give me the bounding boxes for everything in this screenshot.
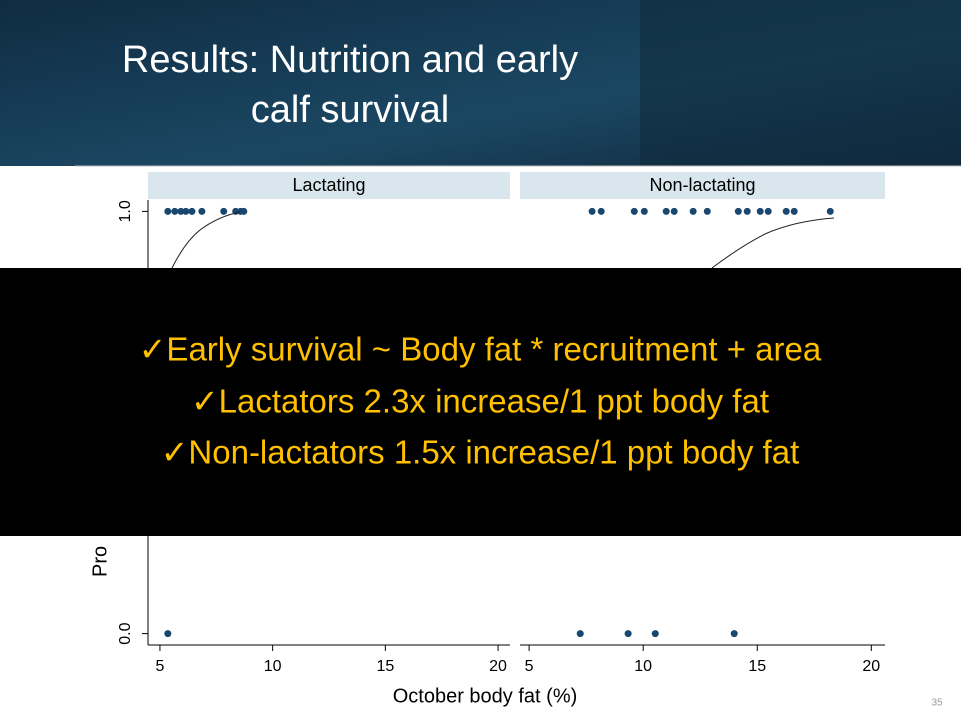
point — [790, 207, 798, 215]
point — [182, 207, 190, 215]
point — [576, 630, 584, 638]
x-tick-label: 5 — [525, 658, 534, 675]
point — [764, 207, 772, 215]
point — [198, 207, 206, 215]
x-tick-label: 20 — [862, 658, 880, 675]
point — [782, 207, 790, 215]
x-tick-label: 10 — [634, 658, 652, 675]
point — [164, 207, 172, 215]
point — [689, 207, 697, 215]
fit-curve — [171, 211, 241, 269]
overlay — [0, 268, 961, 536]
point — [743, 207, 751, 215]
x-tick-label: 5 — [155, 658, 164, 675]
point — [177, 207, 185, 215]
overlay-line: ✓Lactators 2.3x increase/1 ppt body fat — [191, 383, 769, 420]
point — [651, 630, 659, 638]
point — [630, 207, 638, 215]
point — [670, 207, 678, 215]
fit-curve — [711, 217, 835, 269]
charts: Lactating 5 10 15 20 0.0 1.0 Pro Non-lactating 5 1… — [89, 172, 885, 675]
title-line: calf survival — [251, 89, 450, 131]
slide-number: 35 — [931, 698, 943, 709]
strip-label: Non-lactating — [649, 175, 755, 195]
x-tick-label: 20 — [489, 658, 507, 675]
overlay-line: ✓Early survival ~ Body fat * recruitment… — [139, 331, 822, 368]
point — [164, 630, 172, 638]
x-tick-label: 15 — [748, 658, 766, 675]
x-tick-label: 15 — [376, 658, 394, 675]
point — [730, 630, 738, 638]
point — [220, 207, 228, 215]
point — [624, 630, 632, 638]
point — [588, 207, 596, 215]
x-tick-label: 10 — [264, 658, 282, 675]
y-axis-label: Pro — [89, 546, 111, 577]
point — [703, 207, 711, 215]
strip-label: Lactating — [292, 175, 365, 195]
point — [662, 207, 670, 215]
overlay-line: ✓Non-lactators 1.5x increase/1 ppt body … — [161, 434, 800, 471]
x-axis-label: October body fat (%) — [393, 685, 578, 707]
strip — [520, 172, 885, 199]
point — [171, 207, 179, 215]
point — [756, 207, 764, 215]
title-line: Results: Nutrition and early — [122, 39, 578, 81]
header-panel — [640, 0, 961, 166]
point — [597, 207, 605, 215]
point — [826, 207, 834, 215]
point — [188, 207, 196, 215]
y-tick-label: 1.0 — [117, 200, 134, 222]
strip — [148, 172, 510, 199]
point — [734, 207, 742, 215]
point — [640, 207, 648, 215]
point — [240, 207, 248, 215]
y-tick-label: 0.0 — [117, 622, 134, 644]
